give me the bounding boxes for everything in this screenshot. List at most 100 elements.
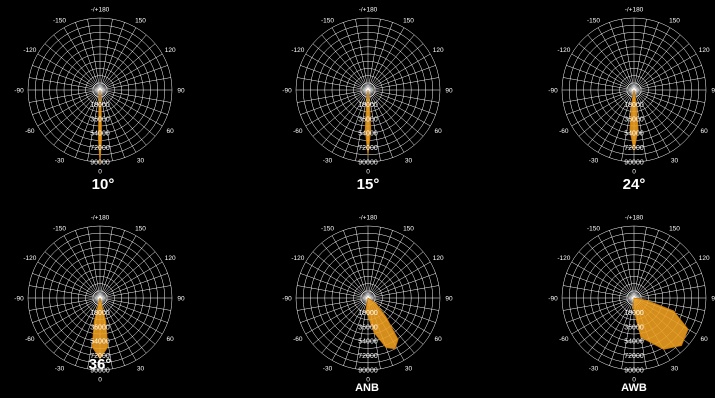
- grid-spoke: [99, 65, 168, 91]
- angle-tick-label: 0: [632, 169, 636, 176]
- grid-spoke: [305, 53, 369, 91]
- angle-tick-label: -90: [282, 88, 292, 95]
- angle-tick-label: -60: [559, 128, 569, 135]
- polar-chart-2: -/+180 150 120 90 60 30 0 -30 -60 -90 -120 -150 1800…: [282, 7, 453, 194]
- grid-spoke: [300, 65, 369, 91]
- grid-spoke: [32, 65, 101, 91]
- grid-spoke: [578, 297, 635, 345]
- grid-spoke: [99, 89, 156, 137]
- angle-tick-label: -90: [548, 296, 558, 303]
- grid-spoke: [331, 297, 369, 361]
- radial-tick-label: 72000: [624, 353, 644, 360]
- intensity-series-area: [97, 89, 103, 164]
- grid-spoke: [312, 251, 369, 299]
- angle-tick-label: -60: [293, 336, 303, 343]
- grid-spoke: [367, 242, 415, 299]
- angle-tick-label: 120: [165, 255, 176, 262]
- grid-spoke: [321, 242, 369, 299]
- grid-spoke: [99, 297, 147, 354]
- grid-spoke: [32, 89, 101, 115]
- grid-spoke: [563, 285, 635, 299]
- polar-chart-5: -/+180 150 120 90 60 30 0 -30 -60 -90 -120 -150 1800…: [282, 215, 453, 395]
- angle-tick-label: 60: [167, 336, 175, 343]
- grid-spoke: [343, 297, 369, 366]
- grid-spoke: [343, 230, 369, 299]
- grid-spoke: [44, 89, 101, 137]
- angle-tick-label: -120: [291, 255, 304, 262]
- radial-tick-label: 18000: [358, 310, 378, 317]
- intensity-series-area: [365, 297, 399, 350]
- angle-tick-label: -150: [587, 225, 600, 232]
- grid-spoke: [367, 230, 393, 299]
- angle-tick-label: -90: [548, 88, 558, 95]
- grid-spoke: [633, 89, 705, 103]
- grid-spoke: [99, 297, 137, 361]
- grid-spoke: [312, 89, 369, 137]
- grid-spoke: [99, 89, 125, 158]
- radial-tick-label: 54000: [358, 131, 378, 138]
- grid-spoke: [99, 230, 125, 299]
- angle-tick-label: 150: [135, 225, 146, 232]
- angle-tick-label: 30: [671, 158, 679, 165]
- grid-spoke: [99, 53, 163, 91]
- radial-tick-label: 72000: [90, 145, 110, 152]
- grid-spoke: [53, 297, 101, 354]
- grid-spoke: [566, 89, 635, 115]
- grid-spoke: [571, 297, 635, 335]
- grid-spoke: [99, 19, 113, 91]
- grid-spoke: [367, 227, 381, 299]
- grid-spoke: [587, 89, 635, 146]
- grid-spoke: [367, 89, 431, 127]
- angle-tick-label: -/+180: [359, 215, 378, 222]
- angle-tick-label: 120: [699, 47, 710, 54]
- angle-tick-label: 0: [98, 377, 102, 384]
- angle-tick-label: 150: [403, 17, 414, 24]
- grid-spoke: [621, 297, 635, 369]
- radial-tick-label: 72000: [358, 353, 378, 360]
- grid-spoke: [300, 273, 369, 299]
- angle-tick-label: 120: [699, 255, 710, 262]
- polar-chart-6: -/+180 150 120 90 60 30 0 -30 -60 -90 -120 -150 1800…: [548, 215, 715, 395]
- chart-title: ANB: [355, 382, 379, 394]
- grid-spoke: [367, 285, 439, 299]
- grid-spoke: [633, 251, 690, 299]
- grid-spoke: [621, 227, 635, 299]
- angle-tick-label: -60: [559, 336, 569, 343]
- grid-spoke: [305, 297, 369, 335]
- angle-tick-label: -30: [55, 366, 65, 373]
- radial-tick-label: 90000: [90, 160, 110, 167]
- angle-tick-label: -120: [23, 255, 36, 262]
- grid-spoke: [297, 77, 369, 91]
- grid-spoke: [367, 297, 431, 335]
- angle-tick-label: -60: [293, 128, 303, 135]
- grid-spoke: [563, 297, 635, 311]
- angle-tick-label: 60: [435, 128, 443, 135]
- grid-spoke: [633, 43, 690, 91]
- angle-tick-label: -30: [589, 366, 599, 373]
- grid-spoke: [312, 297, 369, 345]
- grid-spoke: [355, 89, 369, 161]
- radial-tick-label: 90000: [90, 368, 110, 375]
- angle-tick-label: 30: [671, 366, 679, 373]
- angle-tick-label: -/+180: [359, 7, 378, 14]
- angle-tick-label: 30: [405, 366, 413, 373]
- grid-spoke: [367, 77, 439, 91]
- grid-spoke: [29, 89, 101, 103]
- radial-tick-label: 90000: [624, 160, 644, 167]
- grid-spoke: [597, 89, 635, 153]
- grid-spoke: [99, 34, 147, 91]
- grid-spoke: [99, 285, 171, 299]
- grid-spoke: [99, 297, 168, 323]
- grid-spoke: [578, 251, 635, 299]
- angle-tick-label: 30: [137, 158, 145, 165]
- grid-spoke: [29, 285, 101, 299]
- angle-tick-label: -90: [14, 296, 24, 303]
- grid-spoke: [75, 89, 101, 158]
- angle-tick-label: -/+180: [625, 215, 644, 222]
- angle-tick-label: -150: [587, 17, 600, 24]
- grid-spoke: [367, 297, 439, 311]
- grid-spoke: [367, 235, 405, 299]
- grid-spoke: [87, 19, 101, 91]
- grid-spoke: [633, 285, 705, 299]
- grid-spoke: [633, 89, 681, 146]
